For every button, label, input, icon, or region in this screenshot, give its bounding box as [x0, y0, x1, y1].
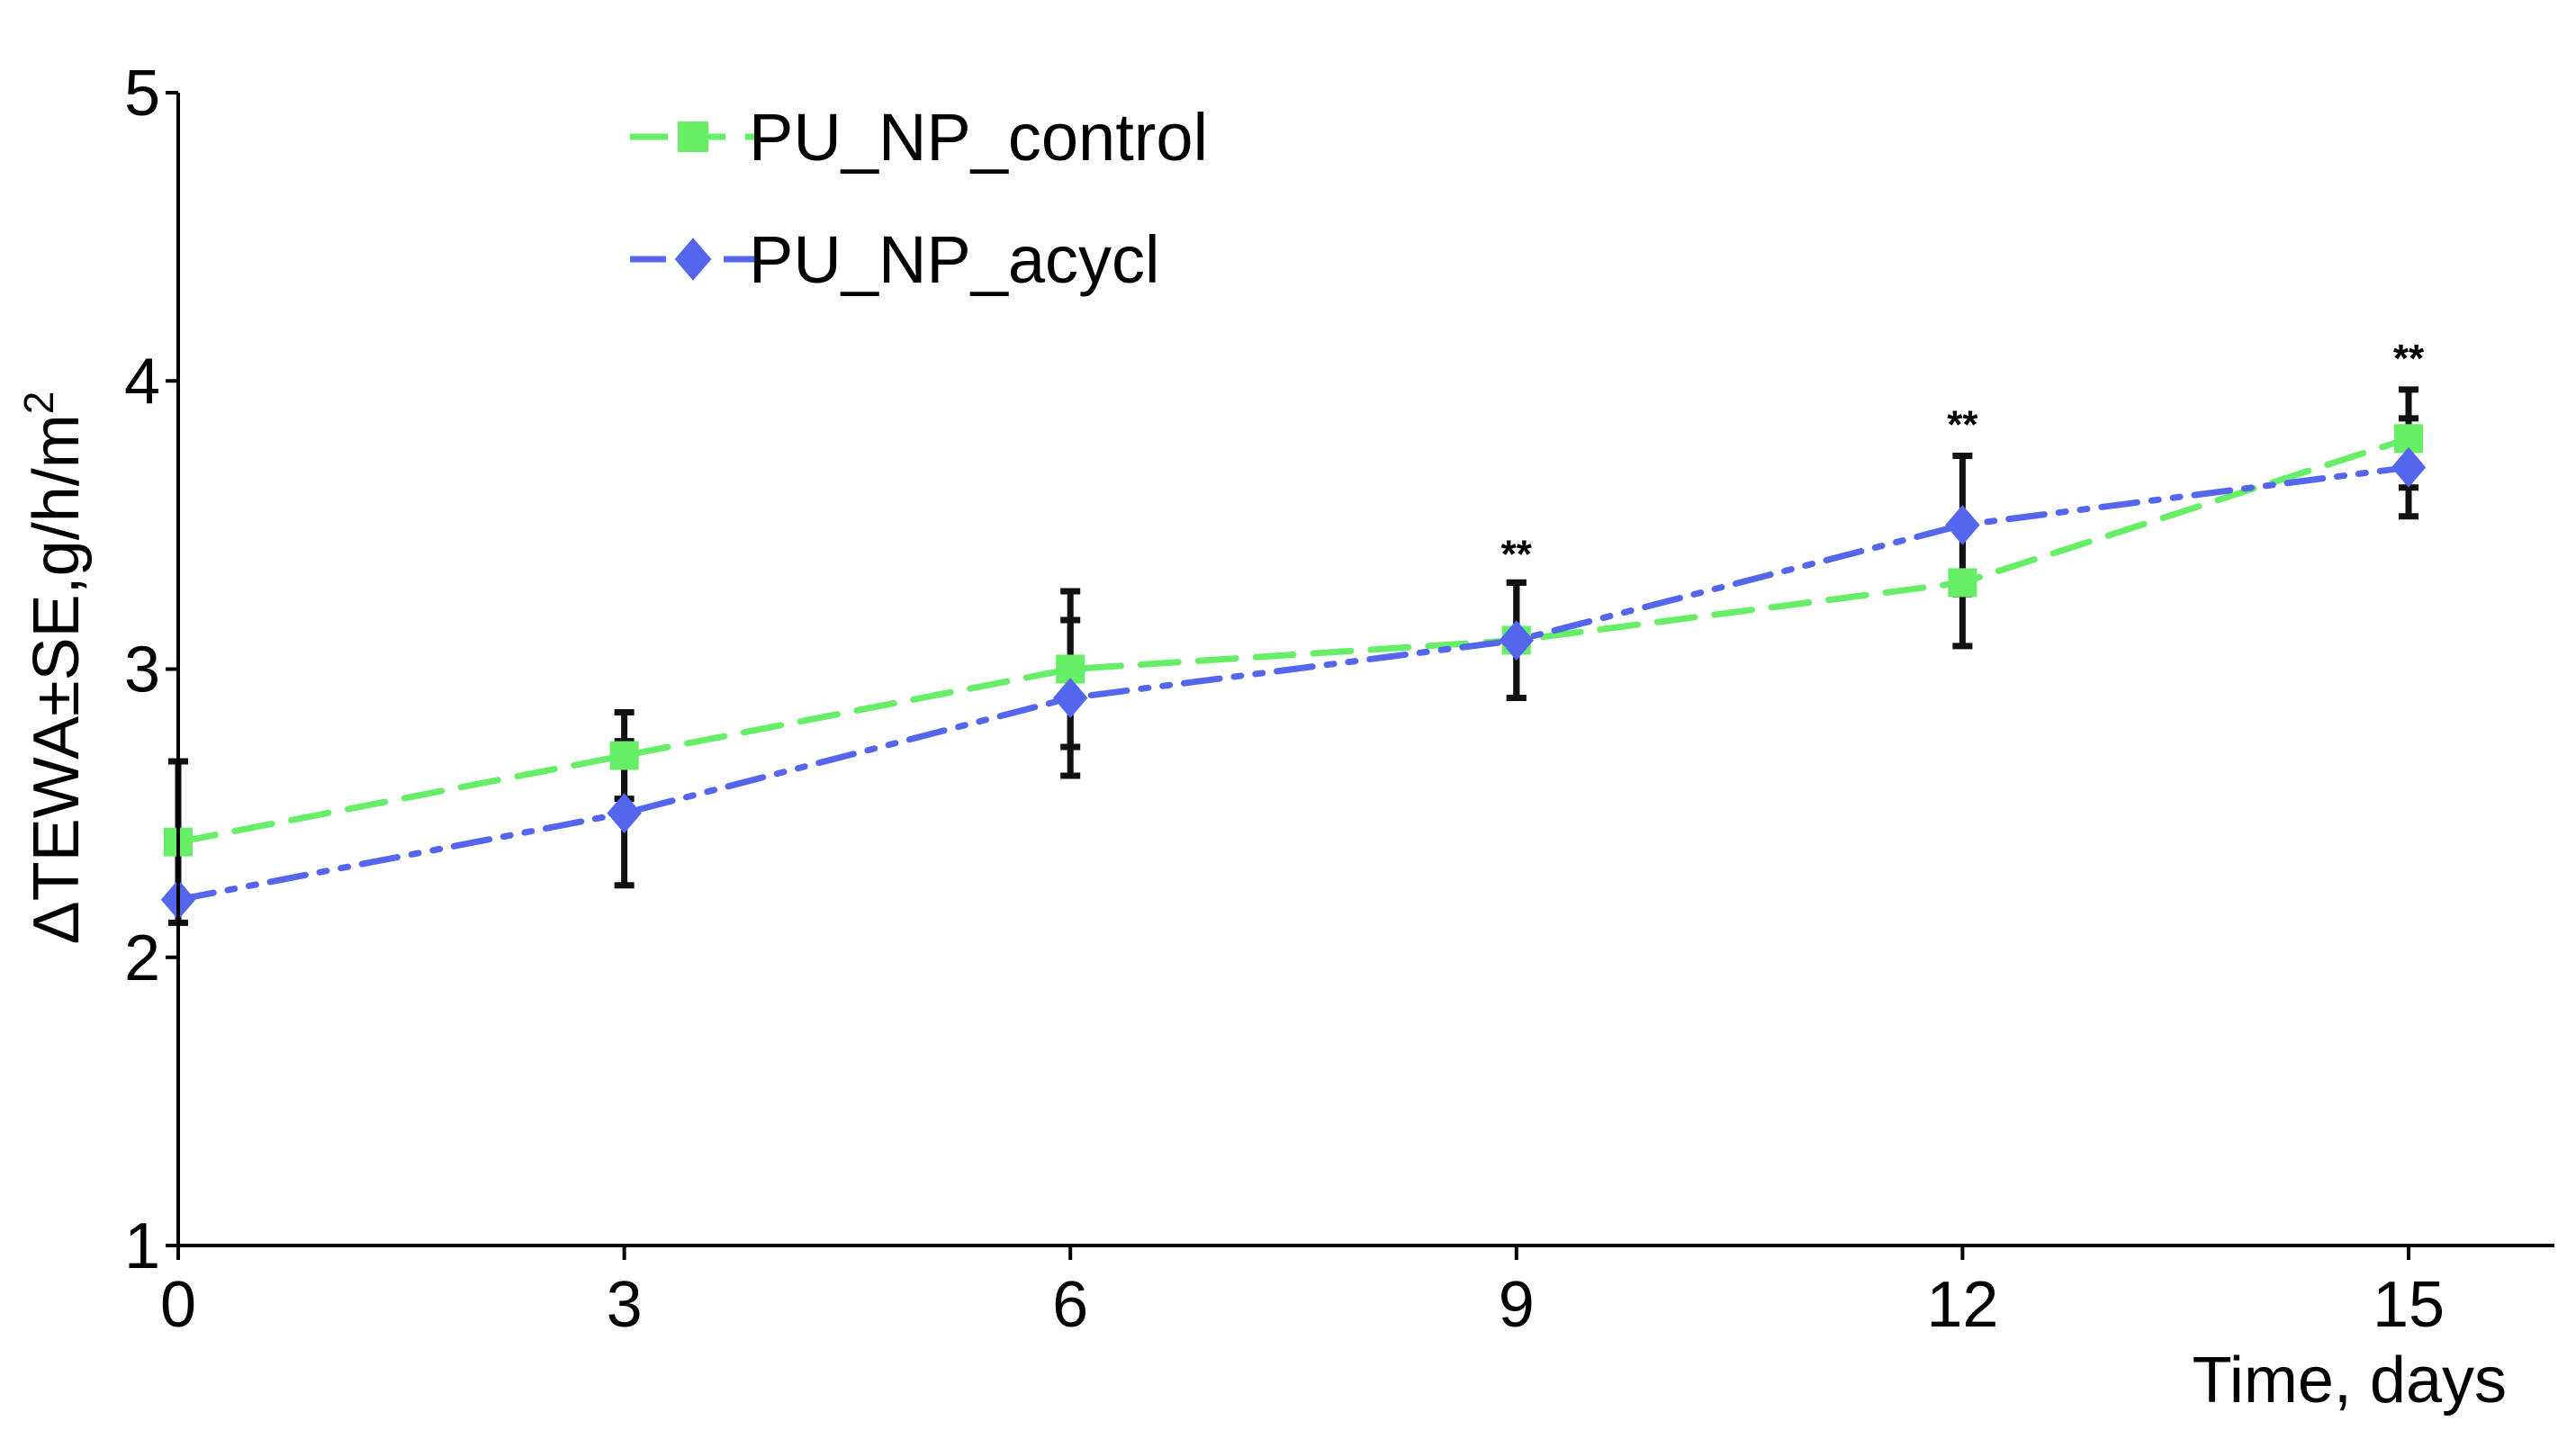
series-line-1: [175, 463, 2412, 904]
data-point-1: [607, 793, 642, 834]
y-axis-title: ΔTEWA±SE,g/h/m2: [15, 391, 93, 945]
legend: PU_NP_control PU_NP_acycl: [630, 100, 1208, 297]
x-tick-label: 15: [2373, 1269, 2445, 1341]
y-tick-label: 3: [124, 634, 160, 706]
data-point-1: [1945, 504, 1980, 545]
y-tick-label: 2: [124, 922, 160, 994]
data-point-1: [2391, 446, 2427, 488]
x-tick-label: 6: [1052, 1269, 1088, 1341]
significance-label: **: [1947, 403, 1978, 447]
x-axis-title: Time, days: [2193, 1345, 2507, 1417]
data-point-0: [609, 741, 639, 770]
y-axis-title-main: ΔTEWA±SE,g/h/m: [21, 414, 93, 944]
legend-marker-1: [674, 238, 712, 281]
x-tick-label: 0: [160, 1269, 196, 1341]
significance-label: **: [1501, 533, 1533, 577]
data-point-1: [1053, 678, 1088, 718]
series-markers: [160, 424, 2427, 921]
data-point-1: [1499, 620, 1534, 661]
legend-label-1: PU_NP_acycl: [749, 222, 1160, 297]
significance-label: **: [2393, 337, 2425, 381]
x-tick-label: 3: [607, 1269, 643, 1341]
legend-marker-0: [678, 121, 708, 152]
y-tick-label: 5: [124, 58, 160, 130]
y-axis-title-superscript: 2: [15, 391, 62, 415]
x-tick-label: 12: [1926, 1269, 1998, 1341]
y-tick-label: 1: [124, 1210, 160, 1282]
series-line-0: [175, 435, 2412, 846]
x-tick-label: 9: [1499, 1269, 1535, 1341]
series-lines: [175, 435, 2412, 904]
data-point-0: [1948, 568, 1977, 598]
y-tick-label: 4: [124, 346, 160, 418]
axes: [176, 93, 2554, 1247]
significance-annotations: ** ** **: [1501, 337, 2425, 577]
x-ticks: 0 3 6 9 12 15: [160, 1246, 2445, 1341]
y-ticks: 1 2 3 4 5: [124, 58, 178, 1282]
legend-label-0: PU_NP_control: [749, 100, 1208, 175]
